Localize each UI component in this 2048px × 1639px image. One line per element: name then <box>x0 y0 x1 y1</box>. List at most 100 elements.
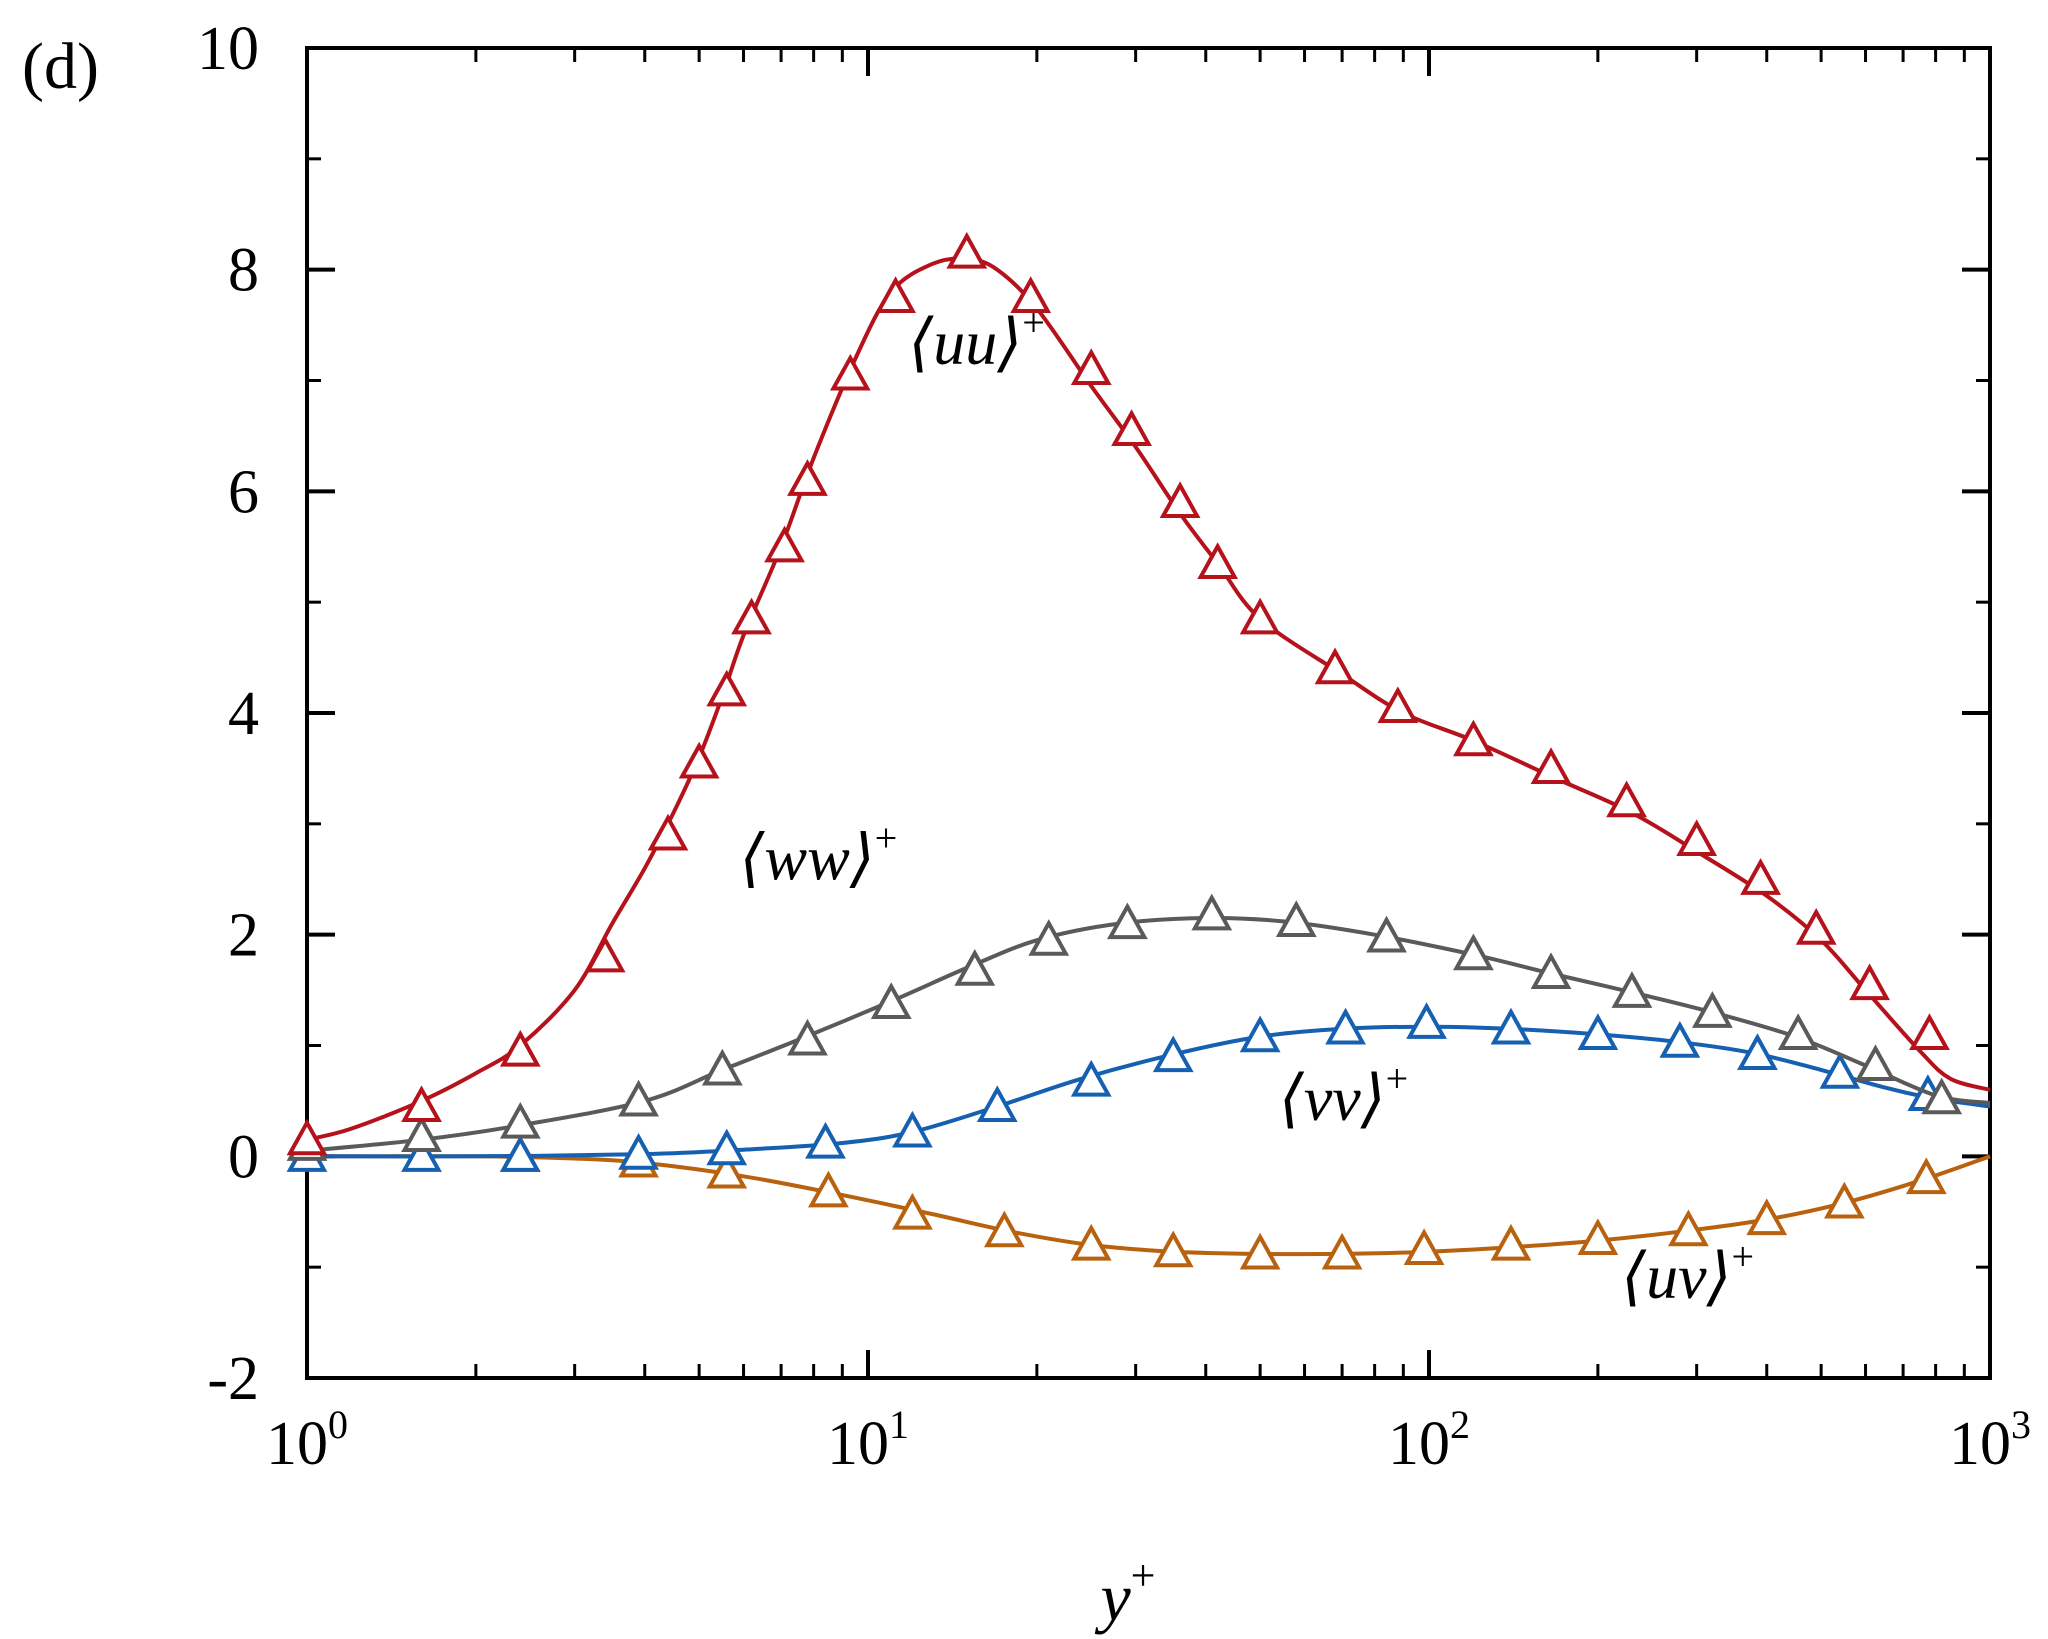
data-point <box>1676 819 1718 857</box>
data-point <box>1239 1015 1281 1053</box>
data-point <box>1530 747 1572 785</box>
data-point <box>1453 719 1494 757</box>
x-tick-base: 10 <box>1388 1410 1450 1478</box>
data-point <box>1530 952 1572 990</box>
x-tick-exponent: 2 <box>1450 1402 1470 1447</box>
data-point <box>976 1085 1018 1123</box>
x-axis-title-sup: + <box>1131 1551 1156 1600</box>
data-point <box>1239 1232 1281 1270</box>
data-point <box>1740 858 1781 895</box>
panel-label: (d) <box>22 30 99 103</box>
data-point <box>1152 1035 1194 1073</box>
data-point <box>1070 1059 1112 1097</box>
data-point <box>870 982 912 1019</box>
data-point <box>1849 963 1890 1001</box>
data-point <box>787 1018 828 1056</box>
data-point <box>1403 1228 1445 1266</box>
data-point <box>706 669 748 707</box>
data-point <box>946 231 988 269</box>
data-point <box>706 1128 748 1166</box>
data-point <box>401 1085 442 1123</box>
data-point <box>787 459 828 496</box>
series-line <box>306 256 1991 1142</box>
data-point <box>805 1121 846 1159</box>
data-point <box>499 1101 541 1139</box>
data-point <box>808 1170 849 1208</box>
data-point <box>1777 1013 1819 1051</box>
data-point <box>764 525 805 563</box>
data-point <box>706 1151 748 1189</box>
data-point <box>1909 1013 1950 1051</box>
data-point <box>618 1079 659 1117</box>
y-axis: -2 0 2 4 6 8 10 <box>197 15 1990 1413</box>
series-2 <box>286 1002 1991 1172</box>
data-point <box>1490 1223 1532 1261</box>
x-tick-exponent: 0 <box>328 1402 348 1447</box>
series-label-text: ⟨uv⟩ <box>1621 1241 1731 1312</box>
data-point <box>584 935 626 973</box>
x-tick-label: 102 <box>1388 1402 1470 1478</box>
y-tick-label: 4 <box>228 680 259 748</box>
y-tick-label: -2 <box>207 1345 259 1413</box>
data-point <box>1606 780 1647 818</box>
x-axis: 100 101 102 103 <box>266 48 2031 1478</box>
data-point <box>1855 1044 1896 1082</box>
data-point <box>1668 1209 1709 1247</box>
data-point <box>678 741 720 779</box>
data-point <box>1406 1002 1447 1039</box>
data-point <box>1275 900 1317 937</box>
x-tick-base: 10 <box>266 1410 328 1478</box>
data-point <box>1921 1077 1963 1115</box>
data-point <box>1321 1232 1363 1270</box>
x-tick-label: 103 <box>1949 1402 2031 1478</box>
data-point <box>499 1135 541 1172</box>
data-point <box>499 1029 541 1067</box>
series-0 <box>286 231 1991 1156</box>
series-label-text: ⟨uu⟩ <box>908 307 1022 378</box>
y-tick-label: 0 <box>228 1123 259 1191</box>
x-axis-title: y+ <box>1094 1551 1155 1635</box>
x-tick-label: 100 <box>266 1402 348 1478</box>
data-point <box>1746 1198 1788 1236</box>
data-point <box>954 949 996 986</box>
x-tick-base: 10 <box>1949 1410 2011 1478</box>
series-label-sup: + <box>875 815 898 860</box>
data-point <box>1366 915 1407 953</box>
series-label: ⟨ww⟩+ <box>739 815 897 893</box>
x-tick-base: 10 <box>827 1410 889 1478</box>
data-point <box>875 276 917 313</box>
series-layer <box>286 231 1991 1270</box>
data-point <box>1028 919 1070 956</box>
data-point <box>286 1118 328 1156</box>
data-point <box>892 1192 933 1230</box>
data-point <box>1010 276 1052 313</box>
series-labels: ⟨uv⟩+⟨vv⟩+⟨ww⟩+⟨uu⟩+ <box>739 300 1754 1312</box>
y-tick-label: 6 <box>228 458 259 526</box>
data-point <box>401 1135 442 1172</box>
series-label-sup: + <box>1386 1056 1409 1101</box>
series-line <box>306 1024 1991 1159</box>
y-tick-label: 8 <box>228 237 259 305</box>
series-label: ⟨uv⟩+ <box>1621 1234 1754 1312</box>
y-tick-label: 10 <box>197 15 259 83</box>
data-point <box>1377 686 1419 724</box>
data-point <box>1905 1157 1947 1195</box>
data-point <box>1314 647 1356 685</box>
data-point <box>1111 409 1152 446</box>
data-point <box>1577 1013 1619 1051</box>
x-axis-title-base: y <box>1094 1559 1131 1635</box>
series-label-sup: + <box>1731 1234 1754 1279</box>
data-point <box>1659 1021 1701 1058</box>
data-point <box>1490 1007 1532 1045</box>
data-point <box>1239 597 1281 635</box>
data-point <box>1737 1033 1778 1070</box>
data-point <box>1152 1230 1194 1268</box>
data-point <box>1197 542 1239 579</box>
data-point <box>731 597 772 635</box>
series-1 <box>286 893 1991 1161</box>
data-point <box>701 1048 743 1086</box>
x-tick-label: 101 <box>827 1402 909 1478</box>
data-point <box>1191 893 1233 931</box>
data-point <box>1819 1052 1861 1089</box>
series-label: ⟨vv⟩+ <box>1279 1056 1408 1134</box>
